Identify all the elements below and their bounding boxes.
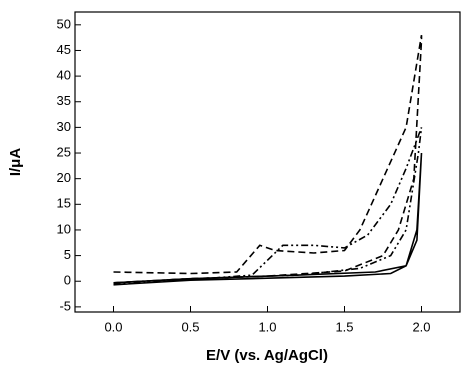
y-tick-label: 15	[57, 196, 71, 211]
x-tick-label: 0.5	[181, 319, 199, 334]
y-tick-label: 10	[57, 221, 71, 236]
x-tick-label: 0.0	[104, 319, 122, 334]
y-axis-title: I/μA	[7, 148, 24, 177]
y-tick-label: -5	[59, 298, 71, 313]
y-tick-label: 25	[57, 144, 71, 159]
x-tick-label: 1.0	[258, 319, 276, 334]
y-tick-label: 40	[57, 68, 71, 83]
cv-curve	[113, 34, 423, 284]
y-tick-label: 20	[57, 170, 71, 185]
y-tick-label: 0	[64, 273, 71, 288]
y-tick-label: 45	[57, 42, 71, 57]
cv-curve	[113, 127, 423, 285]
y-tick-label: 35	[57, 93, 71, 108]
y-tick-label: 5	[64, 247, 71, 262]
y-tick-label: 30	[57, 119, 71, 134]
x-axis-title: E/V (vs. Ag/AgCl)	[206, 347, 328, 364]
cv-curve	[113, 152, 423, 286]
x-tick-label: 2.0	[412, 319, 430, 334]
x-tick-label: 1.5	[335, 319, 353, 334]
y-tick-label: 50	[57, 16, 71, 31]
